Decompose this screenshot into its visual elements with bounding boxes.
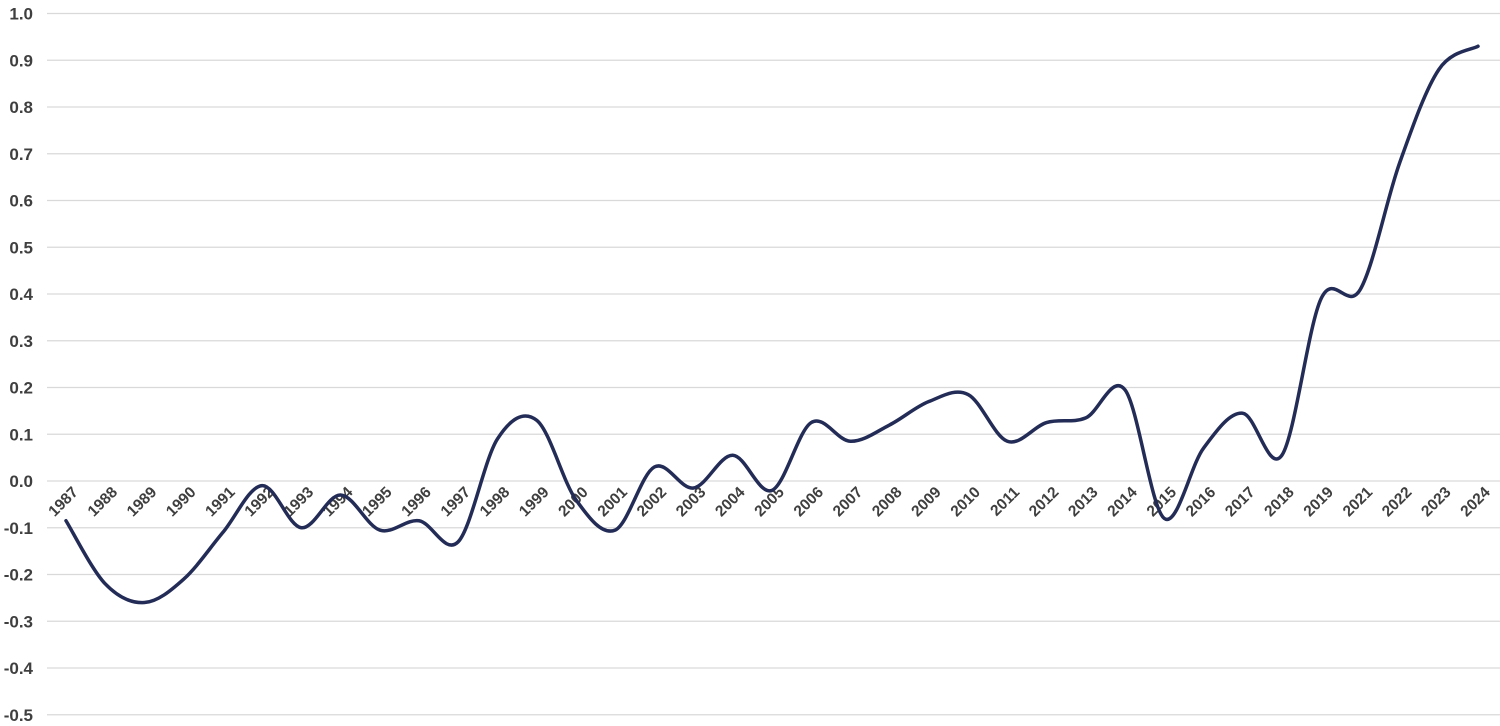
y-axis-tick-label: 0.7	[9, 145, 33, 164]
x-axis-tick-label: 1999	[516, 484, 553, 521]
y-axis-tick-label: 0.0	[9, 472, 33, 491]
x-axis-tick-label: 2023	[1418, 484, 1455, 521]
y-axis-tick-label: 0.3	[9, 332, 33, 351]
y-axis-tick-label: 0.5	[9, 238, 33, 257]
y-axis-tick-label: -0.3	[4, 612, 33, 631]
x-axis-tick-label: 2019	[1301, 484, 1338, 521]
y-axis-tick-label: -0.2	[4, 566, 33, 585]
x-axis-tick-label: 2005	[751, 484, 788, 521]
y-axis-tick-label: 0.9	[9, 51, 33, 70]
x-axis-tick-label: 2024	[1457, 484, 1494, 521]
x-axis-tick-label: 1996	[398, 484, 435, 521]
y-axis-tick-label: 0.6	[9, 192, 33, 211]
y-axis-tick-label: 0.8	[9, 98, 33, 117]
x-axis-tick-label: 2010	[948, 484, 984, 520]
x-axis-tick-label: 1990	[163, 484, 199, 520]
x-axis-tick-label: 2004	[712, 484, 749, 521]
x-axis-tick-label: 1989	[124, 484, 161, 521]
x-axis-tick-label: 2013	[1065, 484, 1102, 521]
x-axis-tick-label: 2022	[1379, 484, 1415, 520]
x-axis-tick-label: 2011	[987, 484, 1023, 520]
y-axis-tick-label: 1.0	[9, 5, 33, 24]
x-axis-tick-label: 1988	[85, 484, 122, 521]
y-axis-tick-label: -0.5	[4, 706, 33, 725]
x-axis-tick-label: 2009	[908, 484, 945, 521]
x-axis-tick-label: 1992	[242, 484, 278, 520]
x-axis-tick-label: 2018	[1261, 484, 1298, 521]
y-axis-tick-label: -0.4	[4, 659, 34, 678]
x-axis-tick-label: 2012	[1026, 484, 1062, 520]
data-series-line	[64, 44, 1480, 605]
x-axis-tick-label: 2008	[869, 484, 906, 521]
x-axis-tick-label: 2006	[791, 484, 828, 521]
x-axis-tick-label: 1987	[45, 484, 81, 520]
x-axis-tick-label: 2016	[1183, 484, 1220, 521]
y-axis-tick-label: 0.2	[9, 379, 33, 398]
x-axis-tick-label: 2007	[830, 484, 866, 520]
x-axis-tick-label: 2021	[1340, 484, 1377, 521]
y-axis-tick-label: 0.1	[9, 425, 33, 444]
x-axis-tick-label: 2014	[1104, 484, 1141, 521]
x-axis-tick-label: 2017	[1222, 484, 1258, 520]
y-axis-tick-label: -0.1	[4, 519, 33, 538]
y-axis-tick-label: 0.4	[9, 285, 33, 304]
x-axis-tick-label: 1997	[438, 484, 474, 520]
x-axis-tick-label: 1998	[477, 484, 514, 521]
